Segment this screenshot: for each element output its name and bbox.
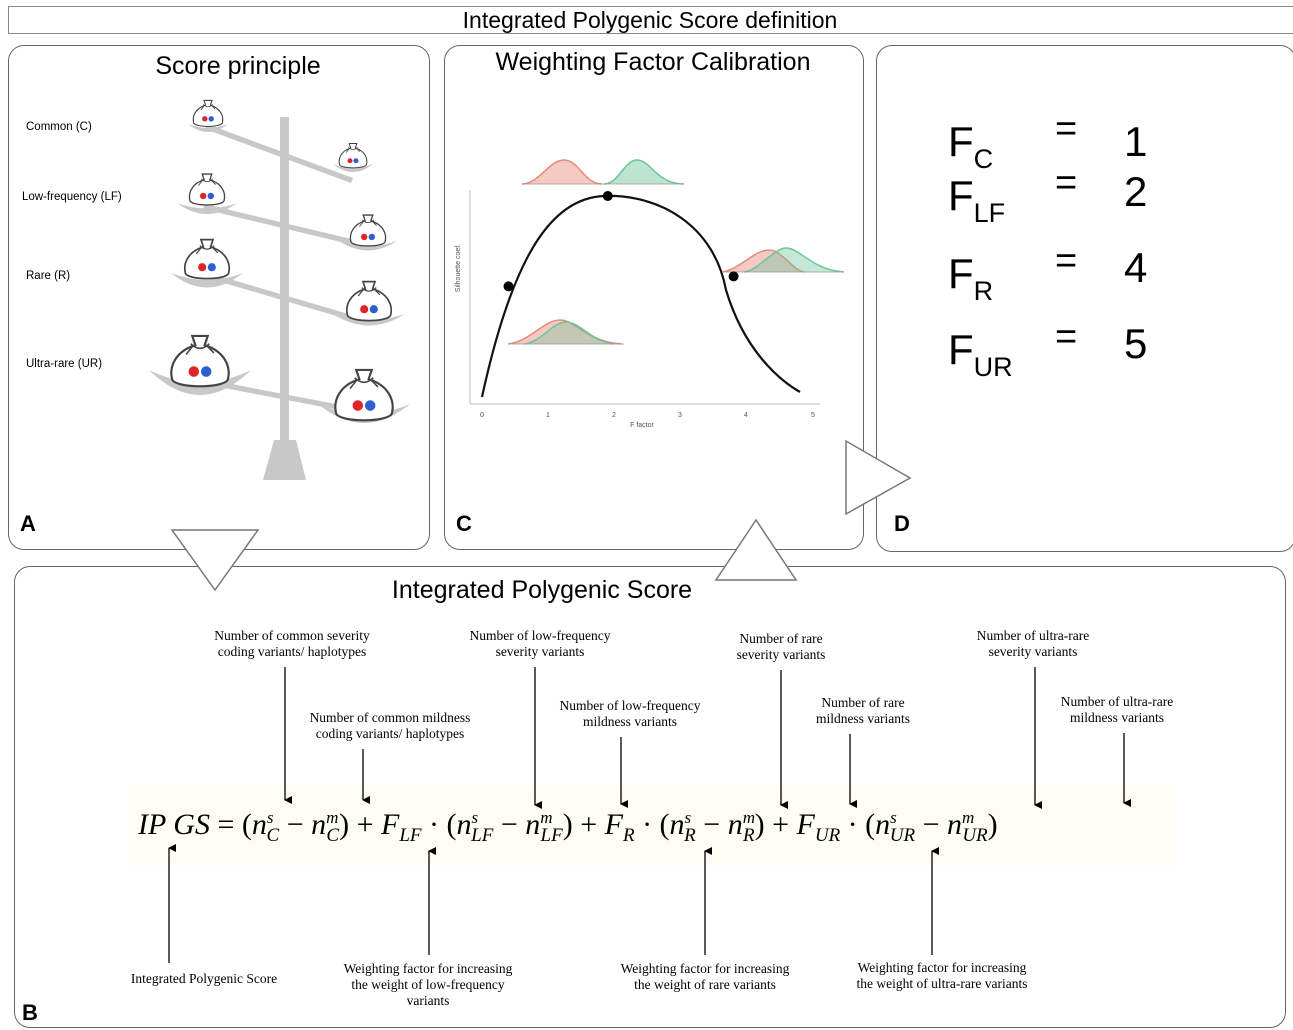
silhouette-curve (480, 194, 801, 398)
panel-c-letter: C (456, 511, 472, 536)
panel-c (444, 45, 864, 550)
annotation-common-severity: Number of common severity coding variants… (214, 628, 370, 659)
panel-b-title: Integrated Polygenic Score (391, 576, 693, 604)
annotation-lf-mildness: Number of low-frequency mildness variants (559, 698, 701, 729)
chart-x-tick-4: 4 (744, 412, 748, 419)
equals-sign-common: = (1055, 108, 1078, 150)
ipgs-formula: IP GS = (nsC − nmC) + FLF · (nsLF − nmLF… (138, 808, 998, 846)
annotation-ultra-rare-mildness: Number of ultra-rare mildness variants (1060, 694, 1174, 725)
chart-x-tick-1: 1 (546, 412, 550, 419)
page-title: Integrated Polygenic Score definition (462, 7, 838, 33)
distribution-left (507, 319, 624, 345)
panel-d-letter: D (894, 511, 910, 536)
panel-d (876, 45, 1293, 552)
arrow-up-triangle (714, 518, 798, 581)
annotation-weight-rare: Weighting factor for increasing the weigh… (620, 961, 790, 992)
factor-value-ultra-rare: 5 (1124, 320, 1148, 367)
factor-subscript: C (973, 144, 994, 174)
annotation-weight-ultra-rare: Weighting factor for increasing the weigh… (856, 960, 1028, 991)
equals-sign-rare: = (1055, 240, 1078, 282)
annotation-rare-mildness: Number of rare mildness variants (815, 695, 911, 726)
panel-b-letter: B (22, 1000, 38, 1025)
chart-x-tick-2: 2 (612, 412, 616, 419)
factor-symbol: F (948, 250, 974, 297)
factor-value-common: 1 (1124, 118, 1148, 165)
factor-symbol: F (948, 172, 974, 219)
factor-symbol: F (948, 118, 974, 165)
balance-illustration (149, 99, 410, 480)
header-bar (8, 6, 1293, 34)
chart-x-tick-3: 3 (678, 412, 682, 419)
chart-axes (469, 190, 820, 405)
annotation-weight-low-frequency: Weighting factor for increasing the weigh… (343, 961, 513, 1008)
annotation-ipgs: Integrated Polygenic Score (130, 971, 278, 986)
factor-value-low-frequency: 2 (1124, 168, 1148, 215)
panel-c-title: Weighting Factor Calibration (495, 48, 811, 76)
chart-x-tick-5: 5 (811, 412, 815, 419)
factor-row-common: FC (948, 118, 993, 175)
level-label-common: Common (C) (26, 121, 92, 133)
distribution-right (721, 247, 845, 273)
chart-points (503, 191, 739, 292)
factor-subscript: R (973, 276, 994, 306)
level-label-rare: Rare (R) (26, 270, 71, 282)
distribution-top (521, 159, 685, 185)
formula-lhs: IP GS (138, 808, 210, 841)
formula-band (128, 785, 1176, 865)
chart-point-2 (728, 271, 739, 282)
factor-value-rare: 4 (1124, 244, 1148, 291)
chart-point-0 (503, 281, 514, 292)
chart-point-1 (602, 191, 613, 201)
factor-row-ultra-rare: FUR (948, 326, 1013, 383)
panel-a-title: Score principle (155, 52, 321, 80)
equals-sign-ultra-rare: = (1055, 316, 1078, 358)
equals-sign-low-frequency: = (1055, 162, 1078, 204)
annotation-ultra-rare-severity: Number of ultra-rare severity variants (976, 628, 1090, 659)
level-label-ultra-rare: Ultra-rare (UR) (26, 358, 103, 370)
panel-a-letter: A (20, 511, 36, 536)
factor-subscript: UR (973, 352, 1013, 382)
arrow-down-triangle (170, 529, 260, 592)
factor-row-low-frequency: FLF (948, 172, 1005, 229)
annotation-common-mildness: Number of common mildness coding variants… (309, 710, 471, 741)
annotation-rare-severity: Number of rare severity variants (736, 631, 826, 662)
factor-row-rare: FR (948, 250, 993, 307)
chart-xlabel: F factor (630, 422, 654, 429)
arrow-right-triangle (845, 439, 912, 516)
chart-ylabel: Silhouette coef. (455, 244, 462, 292)
factor-symbol: F (948, 326, 974, 373)
annotation-lf-severity: Number of low-frequency severity variants (469, 628, 611, 659)
factor-subscript: LF (973, 198, 1006, 228)
calibration-chart: Silhouette coef. F factor 0 1 2 3 4 5 (455, 159, 845, 429)
level-label-low-frequency: Low-frequency (LF) (22, 191, 122, 203)
chart-x-tick-0: 0 (480, 412, 484, 419)
